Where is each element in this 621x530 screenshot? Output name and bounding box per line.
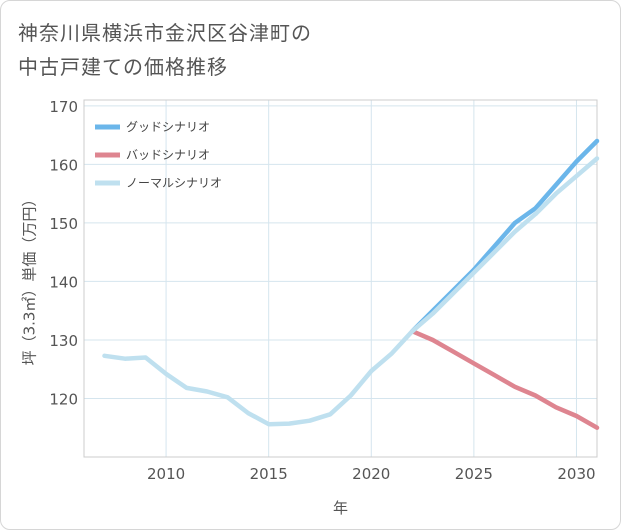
y-tick-label: 120: [49, 390, 78, 408]
chart-title: 神奈川県横浜市金沢区谷津町の 中古戸建ての価格推移: [18, 16, 312, 84]
legend-label: ノーマルシナリオ: [126, 176, 222, 190]
x-tick-label: 2025: [455, 465, 493, 483]
y-tick-label: 170: [49, 98, 78, 116]
y-axis-title: 坪（3.3㎡）単価（万円）: [21, 192, 39, 366]
x-tick-label: 2015: [250, 465, 288, 483]
y-tick-label: 130: [49, 332, 78, 350]
y-axis-ticks: 120 130 140 150 160 170: [49, 98, 78, 409]
y-tick-label: 140: [49, 273, 78, 291]
chart-title-line-1: 神奈川県横浜市金沢区谷津町の: [18, 21, 312, 45]
chart-title-line-2: 中古戸建ての価格推移: [18, 55, 228, 79]
series-layer: [102, 138, 600, 430]
x-axis-ticks: 2010 2015 2020 2025 2030: [147, 465, 596, 483]
series-line-2: [102, 156, 600, 427]
x-axis-title: 年: [333, 499, 348, 517]
y-tick-label: 160: [49, 156, 78, 174]
x-tick-label: 2020: [352, 465, 390, 483]
series-line-0: [410, 138, 600, 334]
series-line-1: [410, 328, 600, 430]
grid-lines: [84, 100, 597, 457]
plot-area: [83, 99, 598, 458]
legend-label: グッドシナリオ: [126, 120, 210, 134]
x-tick-label: 2030: [557, 465, 595, 483]
y-tick-label: 150: [49, 215, 78, 233]
x-tick-label: 2010: [147, 465, 185, 483]
legend-label: バッドシナリオ: [126, 148, 210, 162]
